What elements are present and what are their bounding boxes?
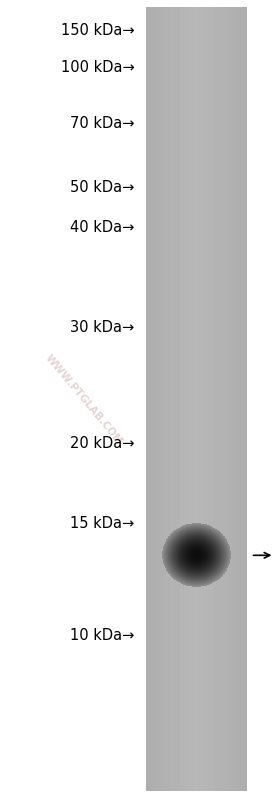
Text: 15 kDa→: 15 kDa→: [70, 516, 134, 531]
Text: 100 kDa→: 100 kDa→: [61, 61, 134, 75]
Text: 20 kDa→: 20 kDa→: [70, 436, 134, 451]
Text: 70 kDa→: 70 kDa→: [70, 117, 134, 131]
Text: 40 kDa→: 40 kDa→: [70, 221, 134, 235]
Text: WWW.PTGLAB.COM: WWW.PTGLAB.COM: [43, 352, 125, 447]
Text: 10 kDa→: 10 kDa→: [70, 628, 134, 642]
Text: 50 kDa→: 50 kDa→: [70, 181, 134, 195]
Text: 150 kDa→: 150 kDa→: [61, 23, 134, 38]
Text: 30 kDa→: 30 kDa→: [70, 320, 134, 335]
